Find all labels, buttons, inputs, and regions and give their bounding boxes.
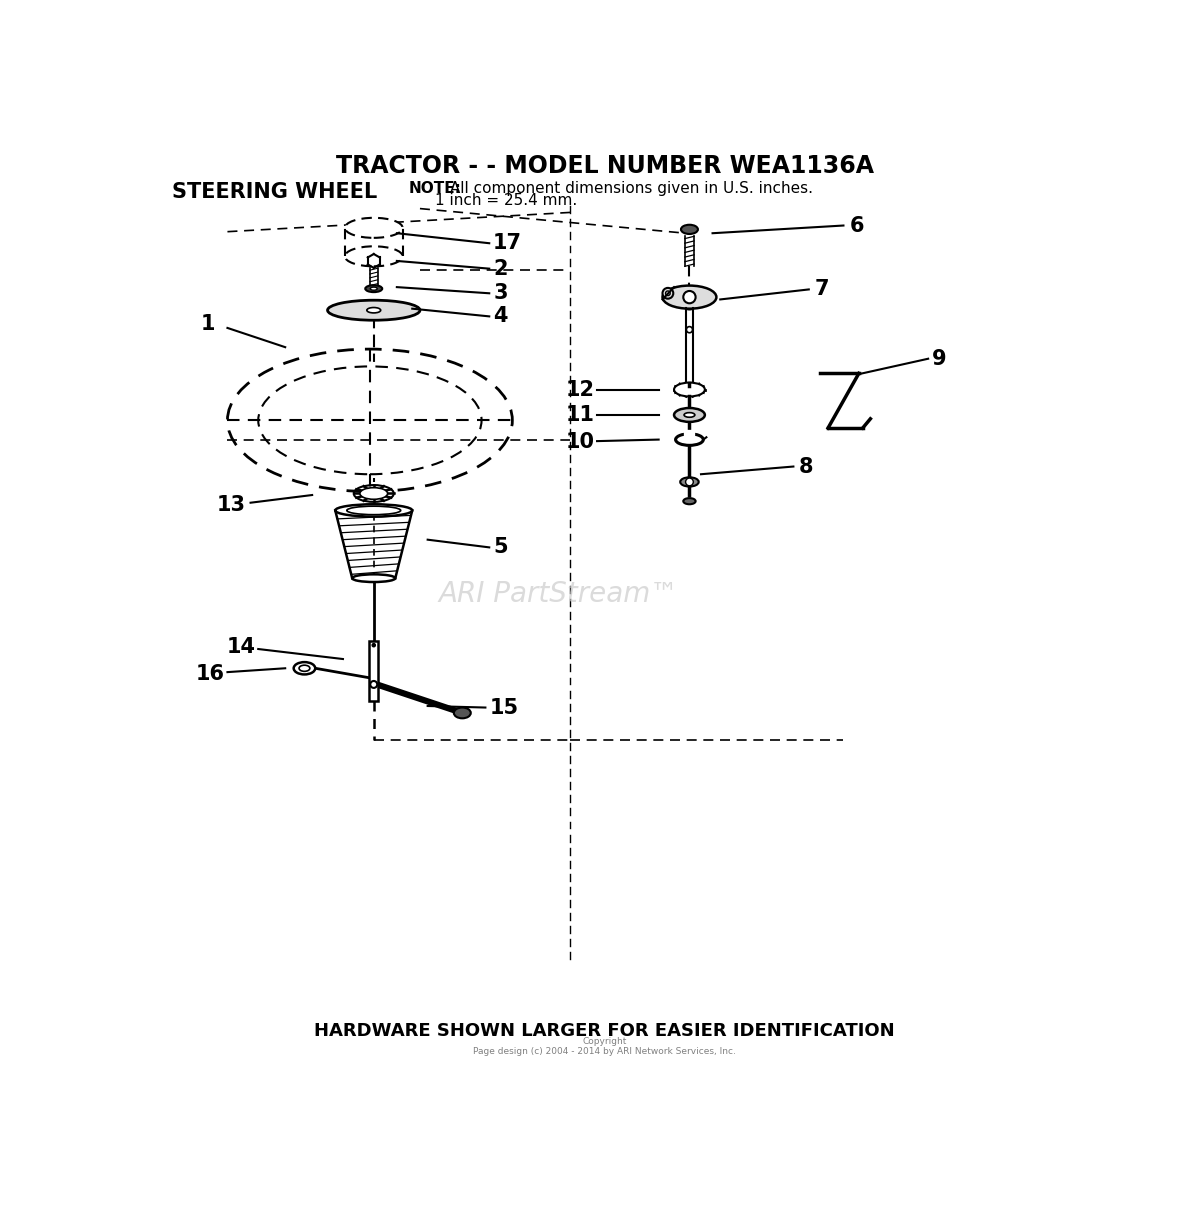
Text: STEERING WHEEL: STEERING WHEEL xyxy=(172,182,378,201)
Ellipse shape xyxy=(366,285,382,292)
Text: TRACTOR - - MODEL NUMBER WEA1136A: TRACTOR - - MODEL NUMBER WEA1136A xyxy=(336,154,873,178)
Text: 5: 5 xyxy=(493,537,507,558)
Ellipse shape xyxy=(367,308,381,313)
Text: NOTE:: NOTE: xyxy=(408,181,461,196)
Circle shape xyxy=(372,642,376,647)
Ellipse shape xyxy=(335,504,412,516)
Ellipse shape xyxy=(454,708,471,719)
Text: Copyright
Page design (c) 2004 - 2014 by ARI Network Services, Inc.: Copyright Page design (c) 2004 - 2014 by… xyxy=(473,1036,736,1056)
Ellipse shape xyxy=(683,498,695,504)
Ellipse shape xyxy=(294,662,315,674)
Text: 9: 9 xyxy=(932,349,946,368)
Ellipse shape xyxy=(674,408,704,422)
Text: 15: 15 xyxy=(490,698,518,718)
Ellipse shape xyxy=(328,301,420,320)
Text: 10: 10 xyxy=(565,431,595,452)
Text: 17: 17 xyxy=(493,233,522,253)
Text: All component dimensions given in U.S. inches.: All component dimensions given in U.S. i… xyxy=(445,181,813,196)
Bar xyxy=(369,641,379,702)
Text: ARI PartStream™: ARI PartStream™ xyxy=(439,579,678,607)
Ellipse shape xyxy=(352,574,395,582)
Ellipse shape xyxy=(686,305,694,310)
Text: 11: 11 xyxy=(565,405,595,425)
Ellipse shape xyxy=(681,224,697,234)
Ellipse shape xyxy=(360,487,387,499)
Circle shape xyxy=(662,288,674,298)
Ellipse shape xyxy=(345,218,402,238)
Circle shape xyxy=(686,478,694,486)
Ellipse shape xyxy=(674,383,704,396)
Text: 1: 1 xyxy=(201,314,216,335)
Ellipse shape xyxy=(684,412,695,417)
Ellipse shape xyxy=(662,286,716,309)
Text: 12: 12 xyxy=(565,379,595,400)
Text: 7: 7 xyxy=(814,280,828,299)
Circle shape xyxy=(683,291,695,303)
Ellipse shape xyxy=(680,478,699,486)
Text: 6: 6 xyxy=(850,216,864,235)
Text: HARDWARE SHOWN LARGER FOR EASIER IDENTIFICATION: HARDWARE SHOWN LARGER FOR EASIER IDENTIF… xyxy=(314,1022,896,1040)
Text: 8: 8 xyxy=(799,457,813,476)
Text: 3: 3 xyxy=(493,284,507,303)
Text: 16: 16 xyxy=(196,664,225,685)
Text: 1 inch = 25.4 mm.: 1 inch = 25.4 mm. xyxy=(435,193,577,207)
Text: 2: 2 xyxy=(493,258,507,279)
Text: 4: 4 xyxy=(493,307,507,326)
Text: 13: 13 xyxy=(217,494,245,515)
Text: 14: 14 xyxy=(227,638,256,657)
Ellipse shape xyxy=(371,287,378,290)
